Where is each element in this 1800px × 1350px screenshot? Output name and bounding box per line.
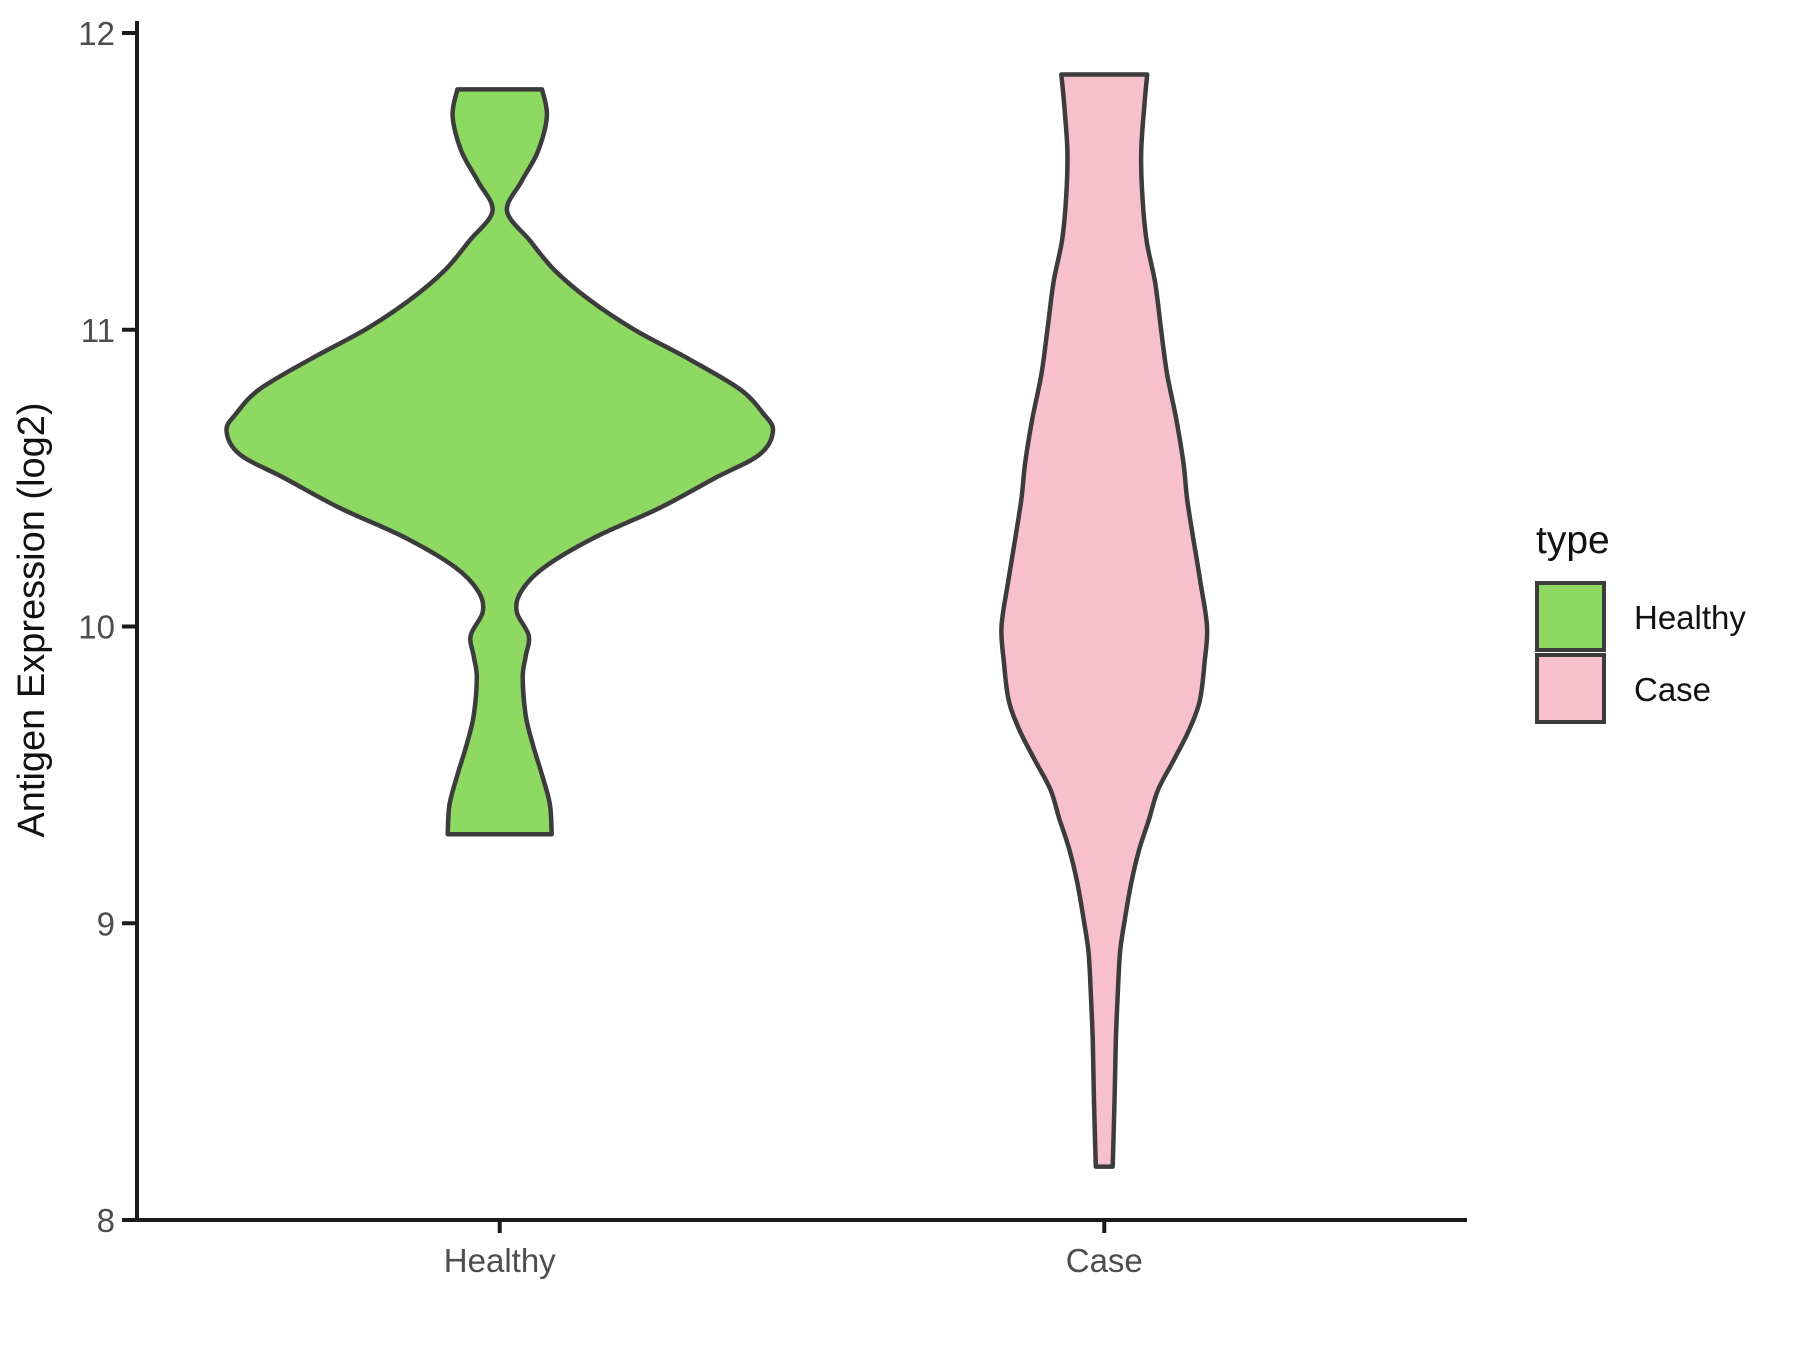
legend-label-healthy: Healthy — [1634, 599, 1746, 636]
y-tick-label: 10 — [78, 609, 115, 646]
legend-swatch-healthy — [1535, 581, 1606, 652]
violin-case — [999, 72, 1210, 1169]
legend-title: type — [1536, 519, 1610, 562]
legend-label-case: Case — [1634, 671, 1711, 708]
legend: type Healthy Case — [1535, 519, 1746, 724]
legend-swatch-case — [1535, 653, 1606, 724]
violins — [224, 72, 1210, 1169]
y-tick-label: 12 — [78, 15, 115, 52]
violin-healthy — [224, 87, 776, 837]
y-axis-ticks: 8 9 10 11 12 — [78, 15, 137, 1239]
axes — [135, 21, 1467, 1222]
y-tick-label: 9 — [97, 905, 115, 942]
y-tick-label: 8 — [97, 1202, 115, 1239]
x-tick-label-case: Case — [1066, 1242, 1143, 1279]
x-axis-ticks: Healthy Case — [444, 1220, 1143, 1279]
x-tick-label-healthy: Healthy — [444, 1242, 556, 1279]
y-tick-label: 11 — [81, 312, 115, 349]
y-axis-title: Antigen Expression (log2) — [11, 402, 53, 837]
